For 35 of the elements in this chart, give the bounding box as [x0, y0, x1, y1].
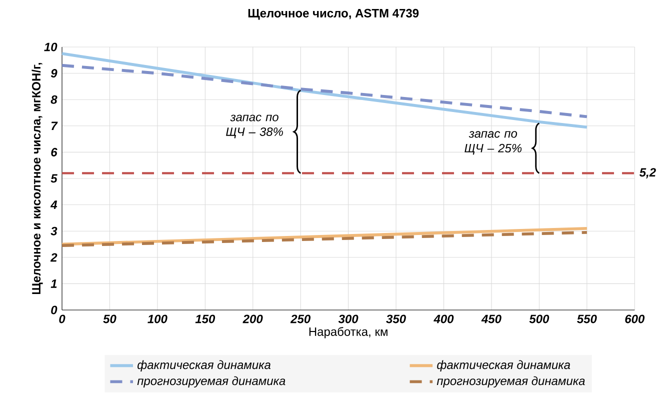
x-tick-label: 0: [59, 314, 66, 324]
y-axis-title: Щелочное и кисолтное числа, мгКОН/г,: [32, 62, 43, 294]
y-tick-label: 0: [51, 306, 58, 314]
line-series: [60, 52, 588, 129]
y-tick-label: 1: [50, 280, 57, 288]
legend-label: фактическая динамика: [437, 360, 570, 372]
chart-title: Щелочное число, ASTM 4739: [248, 8, 419, 20]
x-tick-label: 200: [242, 314, 263, 324]
y-tick-label: 10: [44, 42, 58, 52]
annotation: запас по ЩЧ – 38%: [226, 114, 283, 138]
y-tick-label: 6: [51, 148, 58, 156]
x-tick-label: 600: [625, 314, 645, 324]
y-tick-label: 8: [50, 95, 58, 104]
y-tick-label: 9: [50, 69, 58, 78]
x-tick-label: 500: [529, 314, 550, 324]
x-tick-label: 100: [148, 314, 168, 324]
ref-line-label: 5,2: [639, 168, 656, 178]
annotation: запас по ЩЧ – 25%: [464, 131, 522, 155]
x-tick-label: 550: [577, 314, 597, 324]
x-tick-label: 300: [338, 314, 358, 324]
y-tick-label: 2: [50, 253, 58, 262]
y-tick-label: 7: [51, 122, 58, 130]
x-tick-label: 400: [434, 314, 454, 324]
x-tick-label: 50: [103, 314, 116, 324]
x-axis-title: Наработка, км: [309, 327, 388, 338]
x-tick-label: 250: [290, 314, 311, 324]
y-tick-label: 4: [50, 200, 58, 209]
legend-label: фактическая динамика: [138, 360, 271, 372]
x-tick-label: 450: [481, 314, 502, 324]
y-tick-label: 3: [50, 226, 58, 236]
x-tick-label: 350: [386, 314, 406, 324]
x-tick-label: 150: [195, 314, 216, 324]
y-tick-label: 5: [50, 174, 58, 183]
legend-label: прогнозируемая динамика: [137, 376, 286, 388]
legend-label: прогнозируемая динамика: [436, 376, 585, 388]
